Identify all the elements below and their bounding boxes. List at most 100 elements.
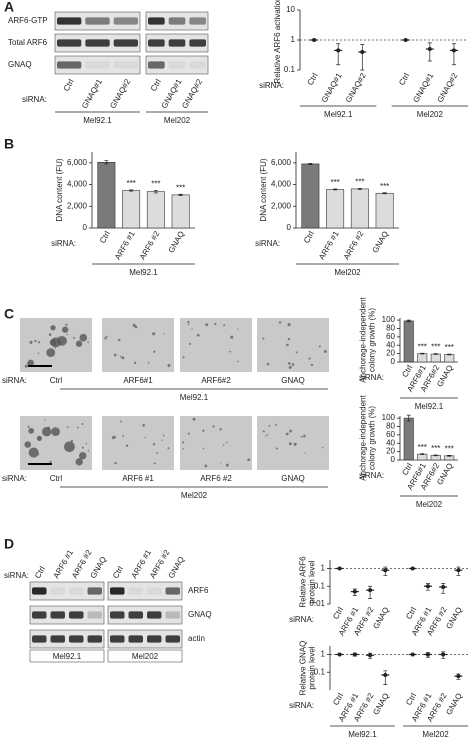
y-axis-label: Anchorage-independent [359, 395, 368, 481]
cell-speck [230, 335, 234, 339]
lane-label: GNAQ [281, 376, 305, 385]
cell-speck [73, 336, 75, 339]
blot-strip [107, 629, 183, 649]
error-bar [357, 188, 362, 190]
significance-label: *** [445, 444, 454, 453]
x-tick-label: Ctrl [404, 691, 418, 706]
x-tick-label: Ctrl [331, 605, 345, 620]
cell-speck [66, 333, 69, 336]
cell-speck [113, 353, 117, 357]
cell-speck [205, 323, 209, 327]
colony [42, 427, 52, 437]
cell-speck [262, 430, 265, 433]
x-tick-label: Ctrl [397, 71, 411, 86]
panel-label: C [4, 306, 14, 322]
cell-speck [122, 435, 125, 437]
y-tick-label: 6,000 [67, 158, 88, 167]
cell-speck [219, 428, 222, 431]
blot-band [189, 61, 206, 69]
cell-speck [247, 458, 251, 462]
blot-strip [107, 581, 183, 601]
error-bar [368, 652, 373, 659]
y-tick-label: 20 [386, 447, 395, 456]
cell-speck [114, 461, 117, 465]
blot-row-label: GNAQ [188, 610, 212, 619]
bar [146, 191, 165, 229]
blot-band [32, 635, 47, 643]
blot-band [148, 61, 165, 69]
cell-speck [187, 432, 190, 435]
blot-band [128, 611, 143, 619]
cell-speck [87, 449, 90, 452]
error-bar [153, 189, 158, 194]
cell-speck [167, 364, 171, 367]
panel-label: A [4, 0, 14, 15]
cell-speck [65, 323, 68, 326]
y-tick-label: 20 [386, 349, 395, 358]
y-tick-label: 2,000 [67, 201, 88, 210]
group-label: Mel92.1 [180, 393, 209, 402]
micrograph [102, 318, 174, 372]
blot-band [85, 17, 110, 25]
colony [36, 435, 42, 441]
cell-speck [288, 365, 292, 369]
x-tick-label: GNAQ#1 [411, 71, 435, 104]
cell-speck [304, 452, 306, 454]
x-tick-label: ARF6 #1 [113, 229, 137, 261]
cell-speck [144, 436, 146, 439]
cell-speck [220, 462, 222, 464]
cell-speck [266, 434, 269, 436]
group-label: Mel202 [164, 116, 191, 125]
cell-speck [285, 432, 289, 436]
y-tick-label: 100 [382, 413, 396, 422]
blot-band [32, 587, 47, 595]
group-label: Mel92.1 [324, 110, 353, 119]
blot-band [168, 39, 186, 47]
colony [28, 447, 39, 458]
bar [417, 353, 428, 363]
x-tick-label: GNAQ [371, 230, 391, 255]
y-tick-label: 0.1 [284, 65, 296, 74]
error-bar [420, 352, 425, 355]
y-tick-label: 0.1 [314, 581, 326, 590]
cell-speck [229, 350, 232, 353]
colony [28, 427, 35, 434]
lane-label: GNAQ [167, 555, 187, 580]
blot-band [165, 635, 180, 643]
cell-speck [37, 352, 40, 355]
cell-speck [119, 355, 122, 358]
x-tick-label: ARF6 #2 [342, 229, 366, 261]
y-axis-label: Relative ARF6 activation [273, 0, 282, 84]
blot-strip [145, 55, 209, 75]
cell-speck [196, 333, 200, 337]
blot-band [168, 61, 186, 69]
y-axis-label: Anchorage-independent [359, 297, 368, 383]
lane-label: GNAQ [89, 555, 109, 580]
cell-speck [70, 439, 74, 443]
bar [122, 190, 141, 229]
blot-band [50, 635, 65, 643]
y-tick-label: 4,000 [67, 180, 88, 189]
colony [75, 458, 83, 466]
cell-speck [112, 435, 116, 439]
x-axis-label: siRNA: [255, 239, 280, 248]
error-bar [425, 652, 430, 658]
micrograph [180, 318, 252, 372]
blot-band [110, 635, 125, 643]
blot-row-label: ARF6-GTP [8, 16, 48, 25]
cell-speck [153, 350, 156, 353]
y-tick-label: 1 [321, 564, 326, 573]
error-bar [427, 42, 432, 62]
lane-label: GNAQ#1 [80, 77, 104, 110]
cell-speck [275, 423, 278, 426]
cell-speck [105, 335, 108, 338]
error-bar [308, 162, 313, 165]
error-bar [425, 583, 430, 591]
error-bar [360, 44, 365, 71]
cell-speck [223, 324, 226, 327]
blot-band [85, 61, 110, 69]
blot-band [147, 611, 162, 619]
significance-label: *** [431, 444, 440, 453]
y-tick-label: 60 [386, 332, 395, 341]
cell-speck [212, 425, 215, 428]
